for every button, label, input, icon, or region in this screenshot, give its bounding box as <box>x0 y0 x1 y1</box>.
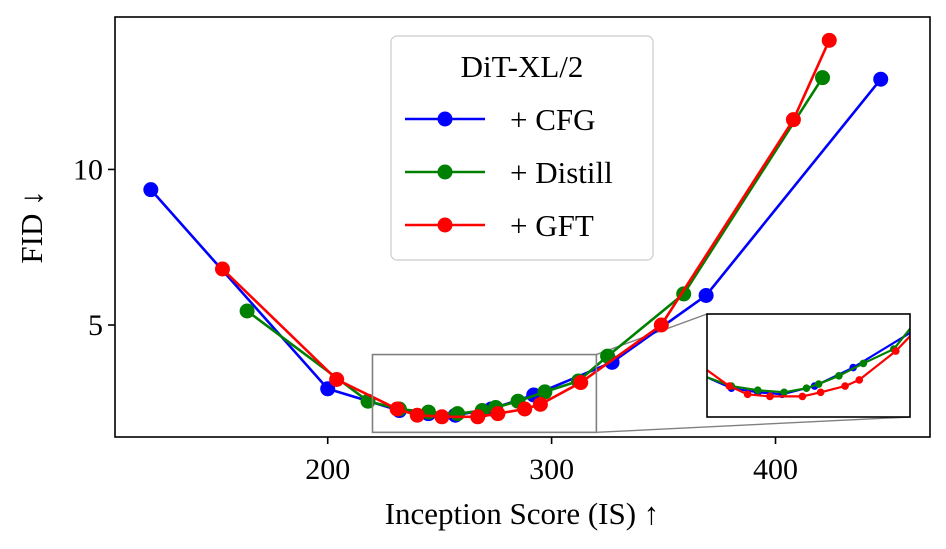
point-distill-12 <box>815 70 831 86</box>
inset-point-distill-8 <box>859 359 868 368</box>
zoom-connector-bottom <box>596 416 911 434</box>
inset-point-gft-7 <box>841 382 849 390</box>
inset-point-gft-3 <box>743 390 752 399</box>
x-tick-label-200: 200 <box>305 453 350 486</box>
inset-point-distill-10 <box>916 312 924 320</box>
inset-point-gft-5 <box>798 392 807 401</box>
point-cfg-0 <box>143 182 159 198</box>
legend-box <box>390 35 654 261</box>
point-gft-4 <box>434 409 450 425</box>
inset-background <box>707 314 910 417</box>
zoom-box <box>371 353 598 434</box>
y-tick-label-5: 5 <box>88 309 103 342</box>
legend-label-cfg: + CFG <box>510 102 596 137</box>
point-gft-2 <box>389 401 405 417</box>
point-gft-11 <box>785 112 801 128</box>
point-gft-5 <box>470 409 486 425</box>
inset-point-distill-3 <box>753 386 762 395</box>
inset-point-gft-4 <box>766 392 774 401</box>
inset-point-gft-2 <box>725 382 734 390</box>
inset-point-gft-8 <box>855 376 864 384</box>
plot-frame <box>114 16 931 438</box>
series-layer <box>143 32 889 425</box>
legend-marker-cfg <box>437 111 453 127</box>
legend: DiT-XL/2 + CFG + Distill + GFT <box>390 35 654 261</box>
legend-entries: + CFG + Distill + GFT <box>405 102 613 243</box>
axis-ticks <box>108 168 777 444</box>
point-gft-9 <box>573 375 589 391</box>
inset-point-distill-1 <box>699 372 707 380</box>
inset-point-distill-5 <box>802 384 811 392</box>
point-distill-0 <box>239 303 255 319</box>
inset-point-cfg-1 <box>663 356 671 364</box>
point-cfg-1 <box>320 381 336 397</box>
point-cfg-8 <box>698 287 714 303</box>
inset-point-distill-6 <box>814 380 823 388</box>
point-gft-12 <box>821 32 837 48</box>
inset-point-distill-4 <box>780 388 788 397</box>
y-axis-label: FID ↓ <box>14 190 49 263</box>
point-distill-4 <box>450 406 466 422</box>
point-cfg-9 <box>873 71 889 87</box>
legend-marker-gft <box>437 217 453 233</box>
point-gft-7 <box>517 401 533 417</box>
x-axis-label: Inception Score (IS) ↑ <box>385 496 660 531</box>
point-gft-6 <box>490 406 506 422</box>
x-tick-label-300: 300 <box>529 453 574 486</box>
inset-point-gft-9 <box>891 347 900 355</box>
legend-label-distill: + Distill <box>510 155 613 190</box>
point-gft-10 <box>653 317 669 333</box>
inset-frame <box>706 313 911 418</box>
legend-title: DiT-XL/2 <box>461 49 584 84</box>
legend-marker-distill <box>437 164 453 180</box>
inset-point-gft-6 <box>816 388 825 397</box>
point-gft-0 <box>214 261 230 277</box>
point-gft-1 <box>329 371 345 387</box>
point-distill-8 <box>537 384 553 400</box>
x-tick-label-400: 400 <box>753 453 798 486</box>
inset-series-layer <box>663 312 928 401</box>
point-gft-8 <box>532 396 548 412</box>
inset-zoom <box>663 312 928 418</box>
y-tick-label-10: 10 <box>73 153 103 186</box>
point-gft-3 <box>409 407 425 423</box>
legend-label-gft: + GFT <box>510 208 594 243</box>
inset-point-gft-1 <box>671 343 679 351</box>
inset-point-cfg-7 <box>920 321 928 329</box>
point-distill-10 <box>600 348 616 364</box>
inset-point-distill-7 <box>835 372 843 380</box>
